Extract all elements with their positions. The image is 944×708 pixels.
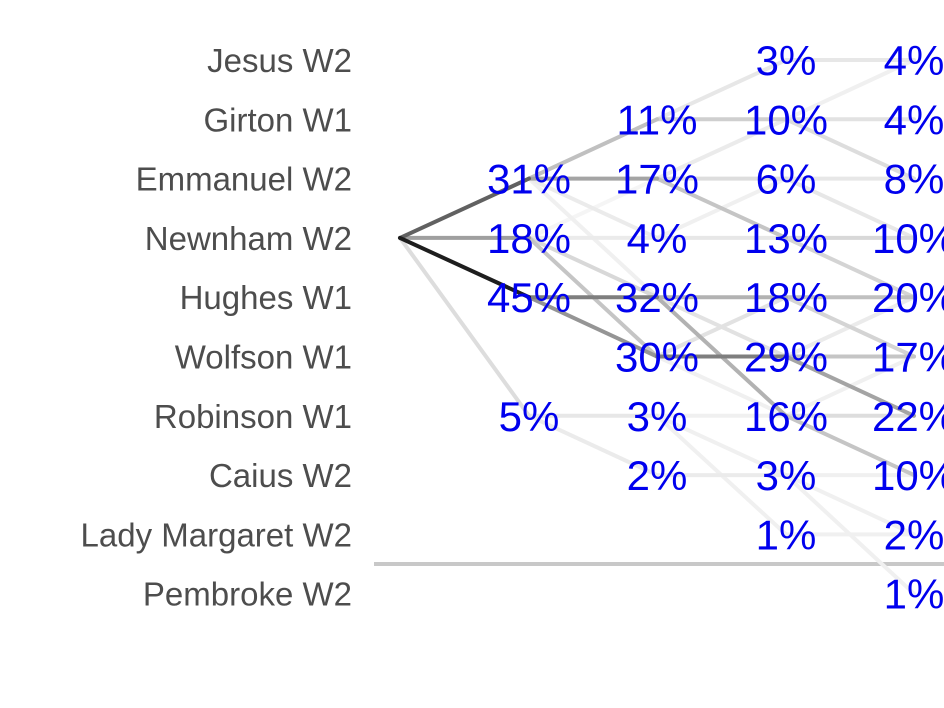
probability-label: 6% bbox=[756, 156, 817, 203]
probability-label: 17% bbox=[872, 334, 944, 381]
transition-path bbox=[784, 58, 916, 122]
probability-label: 17% bbox=[615, 156, 699, 203]
probability-label: 11% bbox=[617, 96, 698, 143]
probability-label: 4% bbox=[884, 96, 944, 143]
transition-path bbox=[784, 295, 916, 359]
transition-paths bbox=[398, 58, 916, 596]
crew-label: Lady Margaret W2 bbox=[81, 516, 352, 553]
probability-label: 8% bbox=[884, 156, 944, 203]
probability-label: 4% bbox=[627, 215, 688, 262]
transition-path bbox=[527, 295, 659, 359]
probability-label: 1% bbox=[756, 511, 817, 558]
probability-label: 22% bbox=[872, 393, 944, 440]
probability-label: 5% bbox=[499, 393, 560, 440]
crew-label: Jesus W2 bbox=[207, 42, 352, 79]
crew-label: Girton W1 bbox=[203, 101, 352, 138]
probability-label: 3% bbox=[756, 37, 817, 84]
transition-path bbox=[784, 235, 916, 300]
probability-label: 32% bbox=[615, 274, 699, 321]
probability-label: 2% bbox=[627, 452, 688, 499]
probability-label: 31% bbox=[487, 156, 571, 203]
probability-label: 4% bbox=[884, 37, 944, 84]
transition-path bbox=[398, 235, 531, 418]
transition-path bbox=[655, 176, 788, 240]
probability-label: 10% bbox=[872, 452, 944, 499]
transition-path bbox=[655, 354, 788, 418]
transition-path bbox=[527, 235, 659, 300]
transition-path bbox=[784, 117, 916, 181]
transition-path bbox=[527, 117, 659, 181]
crew-label: Wolfson W1 bbox=[175, 339, 352, 376]
probability-label: 1% bbox=[884, 571, 944, 618]
crew-label: Robinson W1 bbox=[154, 398, 352, 435]
crew-labels: Jesus W2 Girton W1 Emmanuel W2 Newnham W2 Hu… bbox=[81, 42, 352, 613]
transition-path bbox=[527, 413, 659, 478]
transition-path bbox=[784, 176, 916, 240]
probability-label: 3% bbox=[756, 452, 817, 499]
probability-label: 10% bbox=[744, 96, 828, 143]
probability-label: 18% bbox=[487, 215, 571, 262]
probability-labels: 31% 18% 45% 5% 11% 17% 4% 32% 30% 3% 2% 3% 10% 6% 13% 1… bbox=[487, 37, 944, 618]
transition-path bbox=[527, 176, 659, 240]
crew-label: Newnham W2 bbox=[145, 220, 352, 257]
crew-label: Pembroke W2 bbox=[143, 576, 352, 613]
probability-label: 10% bbox=[872, 215, 944, 262]
probability-label: 30% bbox=[615, 334, 699, 381]
transition-path bbox=[784, 413, 916, 478]
probability-label: 18% bbox=[744, 274, 828, 321]
crew-label: Caius W2 bbox=[209, 457, 352, 494]
probability-label: 20% bbox=[872, 274, 944, 321]
probability-label: 29% bbox=[744, 334, 828, 381]
probability-label: 13% bbox=[744, 215, 828, 262]
transition-path bbox=[655, 58, 788, 122]
transition-path bbox=[784, 473, 916, 537]
probability-label: 2% bbox=[884, 511, 944, 558]
transition-path bbox=[398, 176, 531, 240]
transition-path bbox=[655, 413, 788, 478]
probability-label: 3% bbox=[627, 393, 688, 440]
transition-path bbox=[655, 295, 788, 359]
crew-label: Emmanuel W2 bbox=[136, 161, 352, 198]
probability-label: 16% bbox=[744, 393, 828, 440]
transition-path bbox=[655, 117, 788, 181]
crew-label: Hughes W1 bbox=[180, 279, 352, 316]
transition-path bbox=[398, 235, 531, 300]
transition-path bbox=[784, 354, 916, 418]
probability-label: 45% bbox=[487, 274, 571, 321]
